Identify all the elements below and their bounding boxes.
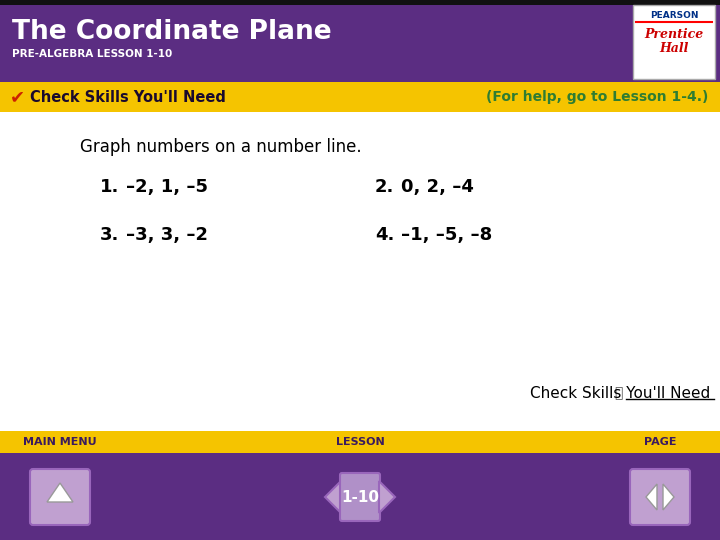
Text: Hall: Hall [660,42,689,55]
Text: Graph numbers on a number line.: Graph numbers on a number line. [80,138,361,156]
Text: Prentice: Prentice [644,29,703,42]
Text: 4.: 4. [375,226,395,244]
FancyBboxPatch shape [340,473,380,521]
Text: Check Skills You'll Need: Check Skills You'll Need [30,90,226,105]
Text: (For help, go to Lesson 1-4.): (For help, go to Lesson 1-4.) [485,90,708,104]
Polygon shape [379,481,395,513]
Text: 1-10: 1-10 [341,489,379,504]
Text: 3.: 3. [100,226,120,244]
Text: –2, 1, –5: –2, 1, –5 [126,178,208,196]
Text: –1, –5, –8: –1, –5, –8 [401,226,492,244]
Text: PRE-ALGEBRA LESSON 1-10: PRE-ALGEBRA LESSON 1-10 [12,49,172,59]
Bar [633,5,715,79]
Bar [0,112,720,452]
Text: PAGE: PAGE [644,437,676,447]
Text: PEARSON: PEARSON [649,11,698,21]
FancyBboxPatch shape [30,469,90,525]
Bar [0,0,720,5]
Polygon shape [325,481,341,513]
Bar [0,431,720,453]
Text: Check Skills You'll Need: Check Skills You'll Need [530,386,710,401]
Text: 1.: 1. [100,178,120,196]
Text: ✔: ✔ [10,88,25,106]
Text: –3, 3, –2: –3, 3, –2 [126,226,208,244]
Text: The Coordinate Plane: The Coordinate Plane [12,19,332,45]
Text: 2.: 2. [375,178,395,196]
Polygon shape [663,484,674,510]
Polygon shape [47,483,73,502]
Text: MAIN MENU: MAIN MENU [23,437,96,447]
Text: ⓘ: ⓘ [614,386,622,400]
Bar [0,5,720,82]
Text: 0, 2, –4: 0, 2, –4 [401,178,474,196]
FancyBboxPatch shape [630,469,690,525]
Text: LESSON: LESSON [336,437,384,447]
Polygon shape [646,484,657,510]
Bar [0,82,720,112]
Bar [0,453,720,540]
